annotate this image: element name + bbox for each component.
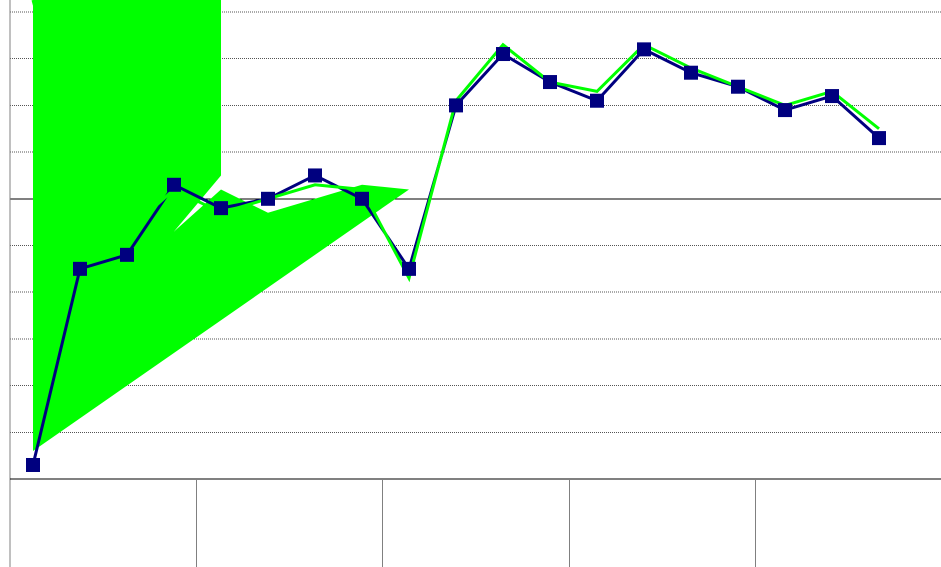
series-fill-area <box>33 0 409 465</box>
data-point-marker <box>778 103 792 118</box>
axes <box>9 0 941 567</box>
data-point-marker <box>261 191 275 206</box>
data-point-marker <box>825 89 839 104</box>
data-point-marker <box>449 98 463 113</box>
data-point-marker <box>731 79 745 94</box>
data-point-marker <box>684 65 698 80</box>
series-markers <box>26 42 886 472</box>
data-point-marker <box>355 191 369 206</box>
data-point-marker <box>402 261 416 276</box>
data-point-marker <box>308 168 322 183</box>
data-point-marker <box>637 42 651 57</box>
data-point-marker <box>167 177 181 192</box>
green-fill-area <box>33 0 409 465</box>
data-point-marker <box>496 47 510 62</box>
data-point-marker <box>214 201 228 216</box>
data-point-marker <box>73 261 87 276</box>
data-point-marker <box>120 247 134 262</box>
data-point-marker <box>543 75 557 90</box>
data-point-marker <box>872 131 886 146</box>
data-point-marker <box>590 93 604 108</box>
data-point-marker <box>26 457 40 472</box>
